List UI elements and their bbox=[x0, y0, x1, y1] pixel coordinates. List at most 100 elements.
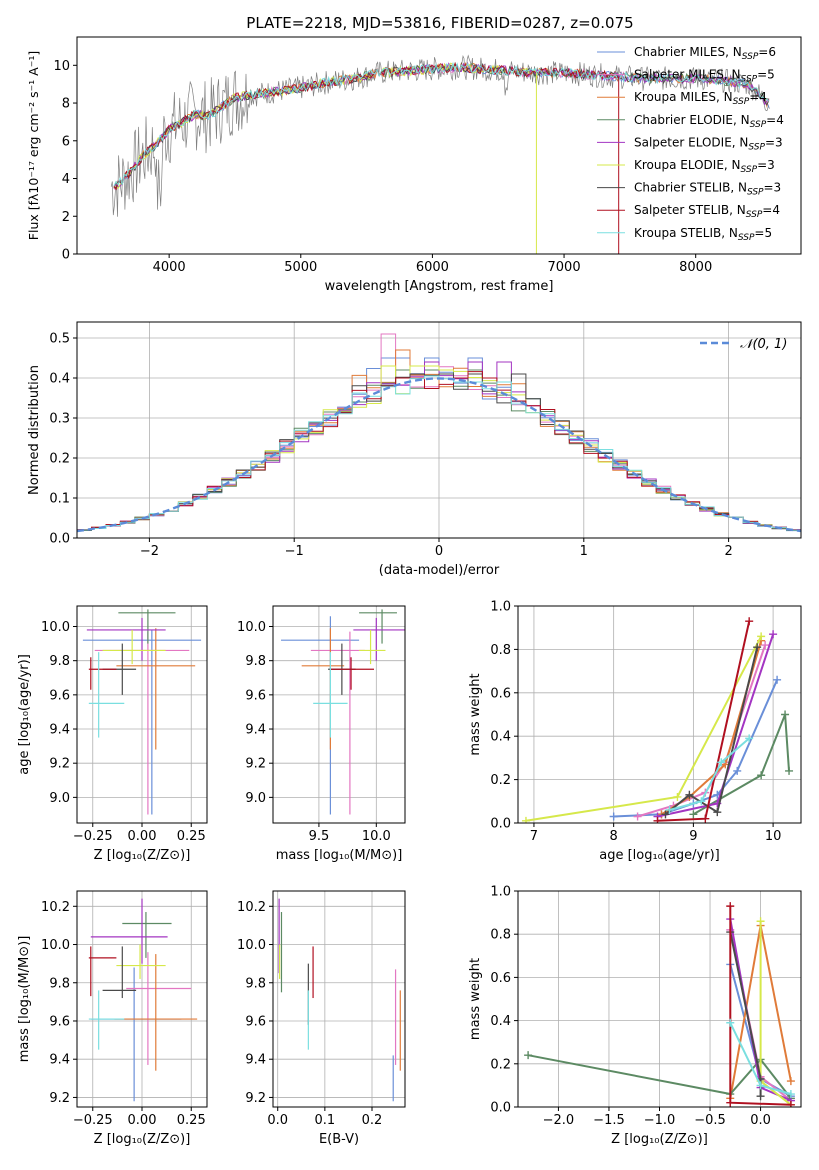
y-tick-label: 2 bbox=[62, 210, 70, 225]
axes-ebv_mass: 0.0 0.1 0.2 9.2 9.4 9.6 9.8 10.0 10.2 E(B-V) bbox=[237, 890, 406, 1147]
model-spectrum bbox=[113, 61, 770, 189]
legend-text: =3 bbox=[757, 158, 775, 172]
y-tick-label: 0.2 bbox=[490, 1057, 511, 1072]
series-point bbox=[773, 675, 782, 684]
legend-sub: SSP bbox=[746, 210, 763, 220]
series-point bbox=[521, 816, 530, 823]
y-tick-label: 0.3 bbox=[49, 412, 70, 427]
series-point bbox=[665, 805, 674, 814]
x-tick-label: 6000 bbox=[416, 260, 449, 275]
legend-sub: SSP bbox=[742, 52, 759, 62]
series-point bbox=[701, 814, 710, 823]
legend-sub: SSP bbox=[733, 97, 750, 107]
x-tick-label: 8 bbox=[610, 829, 618, 844]
y-tick-label: 0.1 bbox=[49, 492, 70, 507]
series-line bbox=[692, 714, 790, 816]
legend-entry: Salpeter STELIB, NSSP=4 bbox=[634, 203, 780, 220]
y-tick-label: 9.8 bbox=[245, 976, 266, 991]
histogram bbox=[77, 373, 801, 531]
legend-text: =3 bbox=[764, 181, 782, 195]
series-point bbox=[713, 808, 722, 817]
x-tick-label: 4000 bbox=[153, 260, 186, 275]
y-tick-label: 0.4 bbox=[49, 372, 70, 387]
axes-spectrum: 4000 5000 6000 7000 8000 0 2 4 6 8 10 wavelength [A… bbox=[26, 36, 802, 294]
x-tick-label: 9.5 bbox=[309, 829, 330, 844]
legend-text: =5 bbox=[754, 226, 772, 240]
legend-sub: SSP bbox=[750, 120, 767, 130]
series-point bbox=[609, 812, 618, 821]
legend-text: Salpeter STELIB, N bbox=[634, 203, 746, 217]
axes-residuals: −2 −1 0 1 2 0.0 0.1 0.2 0.3 0.4 0.5 (data-model)/er… bbox=[27, 321, 802, 578]
axes-weight_z: −2.0 −1.5 −1.0 −0.5 0.0 0.0 0.2 0.4 0.6 0.8 1.0 Z [… bbox=[468, 885, 802, 1147]
normal-curve bbox=[77, 377, 801, 533]
plot-area bbox=[82, 609, 202, 815]
legend-entry: Salpeter MILES, NSSP=5 bbox=[634, 68, 775, 85]
legend-text: Kroupa STELIB, N bbox=[634, 226, 738, 240]
x-tick-label: 0.00 bbox=[128, 829, 157, 844]
x-axis-label: (data-model)/error bbox=[379, 563, 500, 578]
legend-sub: SSP bbox=[747, 188, 764, 198]
x-tick-label: 2 bbox=[724, 544, 732, 559]
y-tick-label: 10 bbox=[53, 59, 70, 74]
series-line bbox=[664, 646, 759, 816]
legend-text: =4 bbox=[766, 113, 784, 127]
y-tick-label: 9.4 bbox=[49, 1053, 70, 1068]
x-tick-label: 10.0 bbox=[362, 829, 391, 844]
series-point bbox=[673, 792, 682, 801]
x-tick-label: 1 bbox=[580, 544, 588, 559]
y-tick-label: 6 bbox=[62, 134, 70, 149]
y-tick-label: 10.0 bbox=[41, 938, 70, 953]
y-axis-label: mass weight bbox=[468, 958, 483, 1040]
legend-text: =4 bbox=[762, 203, 780, 217]
y-tick-label: 1.0 bbox=[490, 885, 511, 900]
y-tick-label: 9.6 bbox=[49, 1014, 70, 1029]
x-tick-label: −1.5 bbox=[593, 1113, 625, 1128]
y-tick-label: 9.6 bbox=[49, 688, 70, 703]
legend-text: =6 bbox=[758, 45, 776, 59]
series-point bbox=[756, 1081, 765, 1090]
y-tick-label: 0.0 bbox=[490, 1101, 511, 1116]
x-tick-label: 0.2 bbox=[362, 1113, 383, 1128]
x-tick-label: 0.0 bbox=[267, 1113, 288, 1128]
y-tick-label: 0.4 bbox=[490, 1014, 511, 1029]
legend-sub: SSP bbox=[748, 142, 765, 152]
legend-sub: SSP bbox=[741, 165, 758, 175]
plot-area bbox=[77, 333, 801, 533]
legend-entry: Kroupa STELIB, NSSP=5 bbox=[634, 226, 772, 243]
y-tick-label: 9.2 bbox=[49, 757, 70, 772]
x-tick-label: 0.0 bbox=[750, 1113, 771, 1128]
y-tick-label: 9.8 bbox=[49, 654, 70, 669]
axes-mass_age: 9.5 10.0 9.0 9.2 9.4 9.6 9.8 10.0 mass [log₁₀(M/… bbox=[237, 605, 406, 863]
x-tick-label: −2.0 bbox=[543, 1113, 575, 1128]
x-tick-label: −1 bbox=[285, 544, 304, 559]
series-point bbox=[769, 630, 778, 639]
x-axis-label: mass [log₁₀(M/M⊙)] bbox=[276, 848, 403, 863]
x-tick-label: 9 bbox=[689, 829, 697, 844]
y-axis-label: mass weight bbox=[468, 673, 483, 755]
x-tick-label: 10 bbox=[765, 829, 782, 844]
legend-entry: Salpeter ELODIE, NSSP=3 bbox=[634, 135, 783, 152]
x-tick-label: 0.25 bbox=[177, 829, 206, 844]
x-axis-label: age [log₁₀(age/yr)] bbox=[599, 848, 720, 863]
x-tick-label: −0.5 bbox=[694, 1113, 726, 1128]
x-tick-label: −0.25 bbox=[73, 1113, 113, 1128]
axes-z_age: −0.25 0.00 0.25 9.0 9.2 9.4 9.6 9.8 10.0 Z [log₁₀… bbox=[17, 605, 208, 863]
y-tick-label: 10.2 bbox=[237, 900, 266, 915]
plot-area bbox=[521, 617, 794, 823]
y-tick-label: 10.0 bbox=[237, 938, 266, 953]
y-tick-label: 0.8 bbox=[490, 928, 511, 943]
y-tick-label: 4 bbox=[62, 172, 70, 187]
series-point bbox=[757, 632, 766, 641]
figure-title: PLATE=2218, MJD=53816, FIBERID=0287, z=0… bbox=[246, 14, 633, 32]
series-point bbox=[689, 810, 698, 819]
legend-entry: Chabrier ELODIE, NSSP=4 bbox=[634, 113, 784, 130]
y-axis-label: Flux [fλ10⁻¹⁷ erg cm⁻² s⁻¹ A⁻¹] bbox=[26, 51, 41, 240]
series-point bbox=[745, 734, 754, 743]
x-tick-label: 0 bbox=[435, 544, 443, 559]
series-point bbox=[633, 812, 642, 821]
axes-frame bbox=[76, 36, 802, 255]
model-spectrum bbox=[113, 62, 536, 190]
